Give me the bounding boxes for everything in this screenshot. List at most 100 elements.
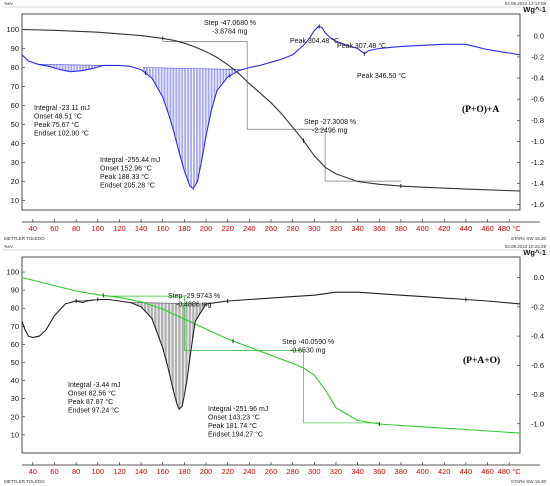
c1-annotation-line: Peak 181.74 °C bbox=[208, 422, 257, 430]
c1-annotation-line: Peak 87.87 °C bbox=[68, 398, 113, 406]
c0-annotation-line: Integral -255.44 mJ bbox=[100, 157, 160, 164]
c1-xtick-label: 480 °C bbox=[498, 467, 522, 476]
c0-xtick-label: 120 bbox=[113, 224, 126, 233]
c0-xtick-label: 180 bbox=[178, 224, 191, 233]
c1-xtick-label: 60 bbox=[50, 467, 58, 476]
c0-sample-label: (P+O)+A bbox=[462, 104, 499, 115]
c0-ytick-left-label: 20 bbox=[11, 177, 19, 186]
c0-ytick-right-label: -1.0 bbox=[531, 137, 544, 146]
c1-ytick-left-label: 30 bbox=[11, 394, 19, 403]
c1-right-axis-unit: Wg^-1 bbox=[523, 248, 546, 257]
chart-panel-bottom: %ev 04.08.2022 10:24:29 METTLER TOLEDO STAR… bbox=[0, 243, 550, 486]
chart-bottom-svg: %ev 04.08.2022 10:24:29 METTLER TOLEDO STAR… bbox=[2, 244, 548, 484]
c0-xtick-label: 380 bbox=[395, 224, 408, 233]
c1-xtick-label: 100 bbox=[92, 467, 105, 476]
c1-footer-right: STARe SW 16.30 bbox=[511, 479, 547, 484]
c1-annotation-line: Onset 143.23 °C bbox=[208, 414, 260, 422]
c0-ytick-right-label: -1.4 bbox=[531, 179, 544, 188]
c0-annotation-line: Step -27.3008 % bbox=[304, 119, 356, 126]
c1-sample-label: (P+A+O) bbox=[463, 355, 500, 366]
c1-annotation-line: Step -40.0590 % bbox=[282, 339, 334, 346]
c0-ytick-left-label: 100 bbox=[6, 25, 19, 34]
c1-xtick-label: 320 bbox=[330, 467, 343, 476]
c0-xtick-label: 240 bbox=[243, 224, 256, 233]
c1-ytick-right-label: -0.6 bbox=[531, 361, 544, 370]
c0-xtick-label: 300 bbox=[308, 224, 321, 233]
c0-ytick-right-label: -1.6 bbox=[531, 200, 544, 209]
c1-xtick-label: 400 bbox=[416, 467, 429, 476]
c0-ytick-right-label: -0.8 bbox=[531, 116, 544, 125]
c0-ytick-right-label: -1.2 bbox=[531, 158, 544, 167]
c1-annotation-step-1: Step -40.0590 % -0.6530 mg bbox=[282, 339, 334, 355]
c0-annotation-line: Peak 188.33 °C bbox=[100, 173, 149, 181]
c0-ytick-left-label: 40 bbox=[11, 139, 19, 148]
c0-xtick-label: 400 bbox=[416, 224, 429, 233]
c0-dsc-curve bbox=[21, 25, 521, 190]
c1-ytick-left-label: 80 bbox=[11, 304, 19, 313]
c1-annotation-line: Onset 82.56 °C bbox=[68, 390, 116, 398]
c0-ytick-right-label: -0.2 bbox=[531, 52, 544, 61]
c1-ytick-right-label: -0.8 bbox=[531, 390, 544, 399]
c0-xtick-label: 260 bbox=[265, 224, 278, 233]
chart-panel-top: %ev 04.08.2022 12:14:08 METTLER TOLEDO STAR… bbox=[2, 1, 548, 241]
c1-ytick-left-label: 90 bbox=[11, 286, 19, 295]
c1-xtick-label: 280 bbox=[286, 467, 299, 476]
c0-xtick-label: 480 °C bbox=[498, 224, 522, 233]
c1-xtick-label: 460 bbox=[481, 467, 494, 476]
c0-footer-left: METTLER TOLEDO bbox=[4, 236, 45, 241]
c0-annotation-line: Endset 205.28 °C bbox=[100, 182, 155, 190]
c1-dsc-curve bbox=[21, 291, 521, 411]
c1-xtick-label: 260 bbox=[265, 467, 278, 476]
c1-xtick-label: 140 bbox=[135, 467, 148, 476]
c1-ytick-right-label: -1.0 bbox=[531, 419, 544, 428]
c0-annotation-peak-4: Peak 346.50 °C bbox=[357, 72, 406, 80]
c0-plot-frame bbox=[21, 13, 521, 211]
c0-ytick-right-label: -0.4 bbox=[531, 74, 544, 83]
c1-step-line-0 bbox=[103, 295, 250, 351]
c1-tg-curve bbox=[21, 276, 521, 434]
c0-right-axis-unit: Wg^-1 bbox=[523, 5, 546, 14]
c1-xtick-label: 360 bbox=[373, 467, 386, 476]
c1-ytick-left-label: 100 bbox=[6, 268, 19, 277]
c1-annotation-line: Step -29.9743 % bbox=[168, 293, 220, 300]
c1-integral-fill-1 bbox=[131, 302, 206, 409]
c0-xtick-label: 140 bbox=[135, 224, 148, 233]
c1-xtick-label: 340 bbox=[351, 467, 364, 476]
c0-annotation-line: Peak 304.48 °C bbox=[290, 37, 339, 45]
c1-xtick-label: 180 bbox=[178, 467, 191, 476]
c0-xtick-label: 360 bbox=[373, 224, 386, 233]
c1-ytick-left-label: 70 bbox=[11, 322, 19, 331]
c0-ytick-left-label: 80 bbox=[11, 63, 19, 72]
c0-annotation-line: Peak 75.67 °C bbox=[34, 121, 79, 129]
c1-xtick-label: 300 bbox=[308, 467, 321, 476]
c0-annotation-line: Peak 307.48 °C bbox=[337, 42, 386, 50]
c1-annotation-step-0: Step -29.9743 % -0.4886 mg bbox=[168, 293, 220, 309]
c1-xtick-label: 220 bbox=[221, 467, 234, 476]
c1-xtick-label: 380 bbox=[395, 467, 408, 476]
c1-step-line-1 bbox=[233, 350, 380, 424]
c1-xtick-label: 440 bbox=[460, 467, 473, 476]
c0-header-left: %ev bbox=[4, 1, 14, 6]
c1-xtick-label: 160 bbox=[156, 467, 169, 476]
c1-ytick-right-label: 0.0 bbox=[534, 273, 544, 282]
c1-annotation-line: Endset 97.24 °C bbox=[68, 407, 119, 415]
c1-annotation-line: -0.4886 mg bbox=[176, 302, 212, 309]
c0-annotation-line: Peak 346.50 °C bbox=[357, 72, 406, 80]
c0-annotation-peak-3: Peak 307.48 °C bbox=[337, 42, 386, 50]
c1-ytick-left-label: 10 bbox=[11, 430, 19, 439]
c0-annotation-step-1: Step -27.3008 % -2.2496 mg bbox=[304, 119, 356, 135]
c0-xtick-label: 280 bbox=[286, 224, 299, 233]
c0-xtick-label: 80 bbox=[72, 224, 80, 233]
c0-xtick-label: 40 bbox=[29, 224, 37, 233]
c0-step-line-1 bbox=[298, 128, 401, 182]
c0-annotation-line: Integral -23.11 mJ bbox=[34, 105, 90, 112]
c0-annotation-step-0: Step -47.0680 % -3.8784 mg bbox=[204, 20, 256, 36]
c0-ytick-right-label: 0.0 bbox=[534, 31, 544, 40]
c1-ytick-left-label: 50 bbox=[11, 358, 19, 367]
c1-ytick-right-label: -0.2 bbox=[531, 302, 544, 311]
c0-annotation-line: Endset 102.90 °C bbox=[34, 130, 89, 138]
c0-xtick-label: 160 bbox=[156, 224, 169, 233]
c0-footer-right: STARe SW 16.30 bbox=[511, 236, 547, 241]
